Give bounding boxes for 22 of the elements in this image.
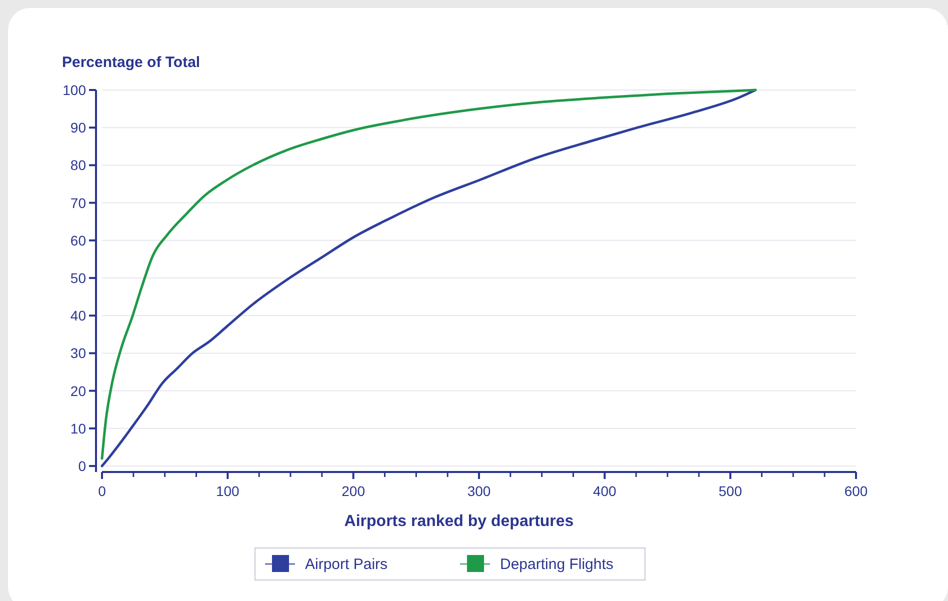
y-tick-label: 70 [70, 194, 86, 211]
y-tick-label: 90 [70, 120, 86, 136]
y-tick-label: 80 [70, 157, 86, 174]
x-tick-label: 400 [592, 483, 617, 499]
y-tick-label: 30 [70, 345, 86, 362]
x-tick-label: 600 [844, 483, 868, 499]
y-axis-title: Percentage of Total [62, 54, 200, 71]
x-axis-title: Airports ranked by departures [344, 513, 574, 530]
x-tick-label: 100 [216, 483, 240, 499]
x-tick-label: 0 [98, 483, 106, 499]
y-tick-label: 20 [70, 382, 86, 399]
x-tick-label: 300 [467, 483, 491, 499]
legend-label: Departing Flights [500, 556, 614, 573]
x-tick-label: 200 [342, 483, 366, 499]
y-tick-label: 50 [70, 270, 86, 286]
y-tick-label: 0 [78, 458, 86, 474]
legend-label: Airport Pairs [305, 556, 388, 573]
y-tick-label: 60 [70, 232, 86, 248]
x-tick-label: 500 [718, 483, 742, 499]
y-tick-label: 40 [70, 308, 86, 324]
y-tick-label: 10 [70, 420, 86, 436]
y-tick-label: 100 [62, 82, 86, 98]
